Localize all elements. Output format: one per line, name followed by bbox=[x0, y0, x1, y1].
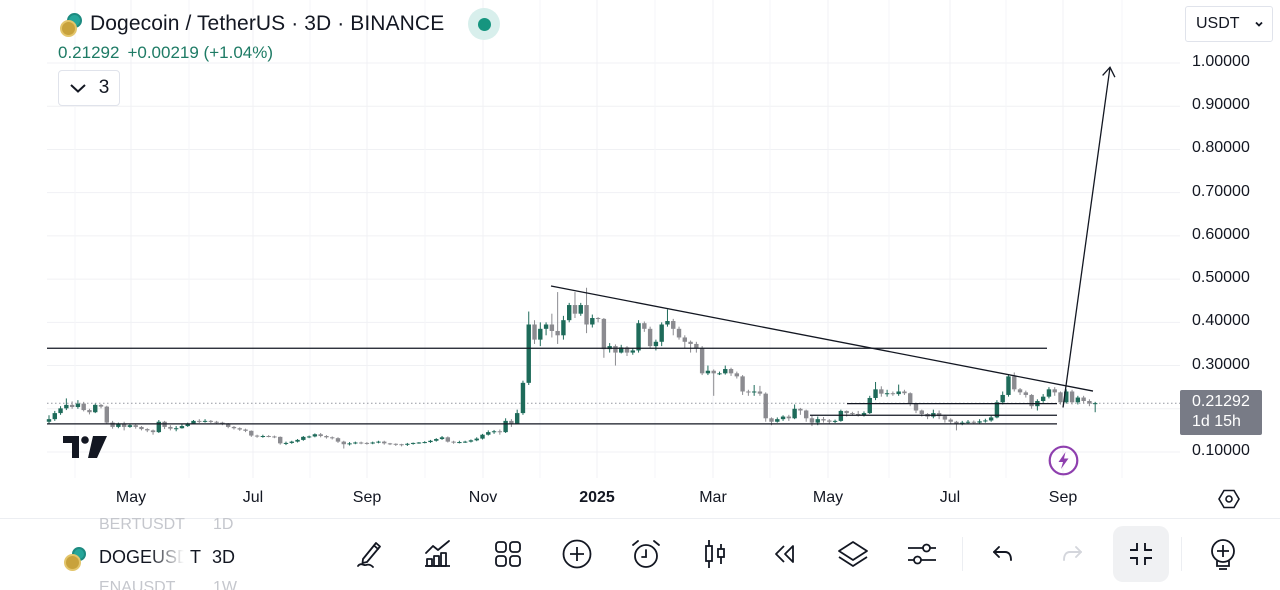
price-axis-label: 1.00000 bbox=[1192, 53, 1250, 70]
lightning-bolt-icon[interactable] bbox=[1048, 445, 1079, 476]
undo-button[interactable] bbox=[978, 529, 1028, 579]
price-change: +0.00219 (+1.04%) bbox=[127, 43, 274, 62]
lightbulb-plus-icon bbox=[1211, 539, 1235, 570]
indicators-count: 3 bbox=[98, 77, 110, 98]
grid-icon bbox=[495, 541, 521, 567]
watchlist-next-timeframe: 1W bbox=[213, 579, 237, 590]
chevron-down-icon bbox=[70, 84, 86, 93]
price-axis-label: 0.60000 bbox=[1192, 225, 1250, 243]
price-tag-value: 0.21292 bbox=[1192, 393, 1250, 410]
indicators-collapse-button[interactable]: 3 bbox=[58, 70, 120, 106]
templates-button[interactable] bbox=[483, 529, 533, 579]
watchlist-next-symbol[interactable]: ENAUSDT bbox=[99, 579, 176, 590]
dogecoin-icon bbox=[62, 545, 90, 573]
time-axis-label: Nov bbox=[468, 489, 498, 506]
price-change-row: 0.21292 +0.00219 (+1.04%) bbox=[58, 43, 500, 63]
bottom-toolbar: BERTUSDT 1D DOGEUSDT 3D ENAUSDT 1W bbox=[0, 516, 1280, 590]
dogecoin-icon bbox=[58, 10, 86, 38]
candles-icon bbox=[705, 540, 725, 568]
replay-button[interactable] bbox=[759, 529, 809, 579]
add-button[interactable] bbox=[552, 529, 602, 579]
settings-button[interactable] bbox=[897, 529, 947, 579]
timeframe-label[interactable]: 3D bbox=[212, 547, 236, 567]
indicators-icon bbox=[425, 540, 450, 567]
time-axis-label: 2025 bbox=[579, 489, 615, 506]
last-price: 0.21292 bbox=[58, 43, 120, 62]
symbol-title[interactable]: Dogecoin / TetherUS · 3D · BINANCE bbox=[90, 12, 445, 35]
chart-legend: Dogecoin / TetherUS · 3D · BINANCE 0.212… bbox=[58, 8, 501, 106]
time-axis-label: May bbox=[812, 489, 844, 506]
price-axis-label: 0.30000 bbox=[1192, 355, 1250, 373]
collapse-icon bbox=[1130, 543, 1152, 565]
undo-icon bbox=[993, 546, 1012, 561]
watchlist-prev-timeframe: 1D bbox=[213, 516, 234, 533]
sliders-icon bbox=[908, 543, 936, 565]
chevron-down-icon bbox=[1255, 21, 1263, 27]
pencil-icon bbox=[357, 542, 381, 568]
alarm-clock-icon bbox=[632, 540, 660, 568]
currency-select[interactable]: USDT bbox=[1185, 6, 1273, 42]
time-axis-label: Jul bbox=[939, 489, 961, 506]
price-axis-label: 0.40000 bbox=[1192, 312, 1250, 330]
drawing-layer bbox=[47, 66, 1116, 425]
price-axis-label: 0.50000 bbox=[1192, 269, 1250, 287]
price-axis-label: 0.70000 bbox=[1192, 182, 1250, 200]
alert-button[interactable] bbox=[621, 529, 671, 579]
exit-fullscreen-button[interactable] bbox=[1113, 526, 1169, 582]
redo-button[interactable] bbox=[1047, 529, 1097, 579]
layers-icon bbox=[838, 541, 868, 567]
bar-countdown: 1d 15h bbox=[1192, 413, 1241, 430]
price-axis-label: 0.80000 bbox=[1192, 139, 1250, 157]
object-tree-button[interactable] bbox=[828, 529, 878, 579]
chart-type-button[interactable] bbox=[690, 529, 740, 579]
rewind-icon bbox=[775, 545, 794, 563]
redo-icon bbox=[1063, 546, 1082, 561]
drawing-tools-button[interactable] bbox=[345, 529, 395, 579]
chart-grid bbox=[47, 0, 1180, 478]
ideas-button[interactable] bbox=[1198, 529, 1248, 579]
time-axis-label: May bbox=[115, 489, 147, 506]
market-status-indicator[interactable] bbox=[468, 8, 501, 40]
price-chart-canvas[interactable] bbox=[0, 0, 1280, 518]
time-axis-label: Mar bbox=[699, 489, 727, 506]
currency-value: USDT bbox=[1196, 15, 1240, 32]
time-axis-label: Sep bbox=[1048, 489, 1078, 506]
time-axis-label: Sep bbox=[352, 489, 382, 506]
price-axis-label: 0.10000 bbox=[1192, 442, 1250, 459]
indicators-button[interactable] bbox=[414, 529, 464, 579]
watchlist-prev-symbol[interactable]: BERTUSDT bbox=[99, 516, 185, 533]
tradingview-logo-icon[interactable] bbox=[63, 436, 107, 458]
time-axis-label: Jul bbox=[242, 489, 264, 506]
market-open-dot-icon bbox=[477, 17, 491, 31]
plus-circle-icon bbox=[562, 539, 592, 569]
chart-settings-icon[interactable] bbox=[1217, 487, 1241, 511]
last-price-tag: 0.21292 1d 15h bbox=[1180, 390, 1262, 435]
price-axis-label: 0.90000 bbox=[1192, 96, 1250, 114]
